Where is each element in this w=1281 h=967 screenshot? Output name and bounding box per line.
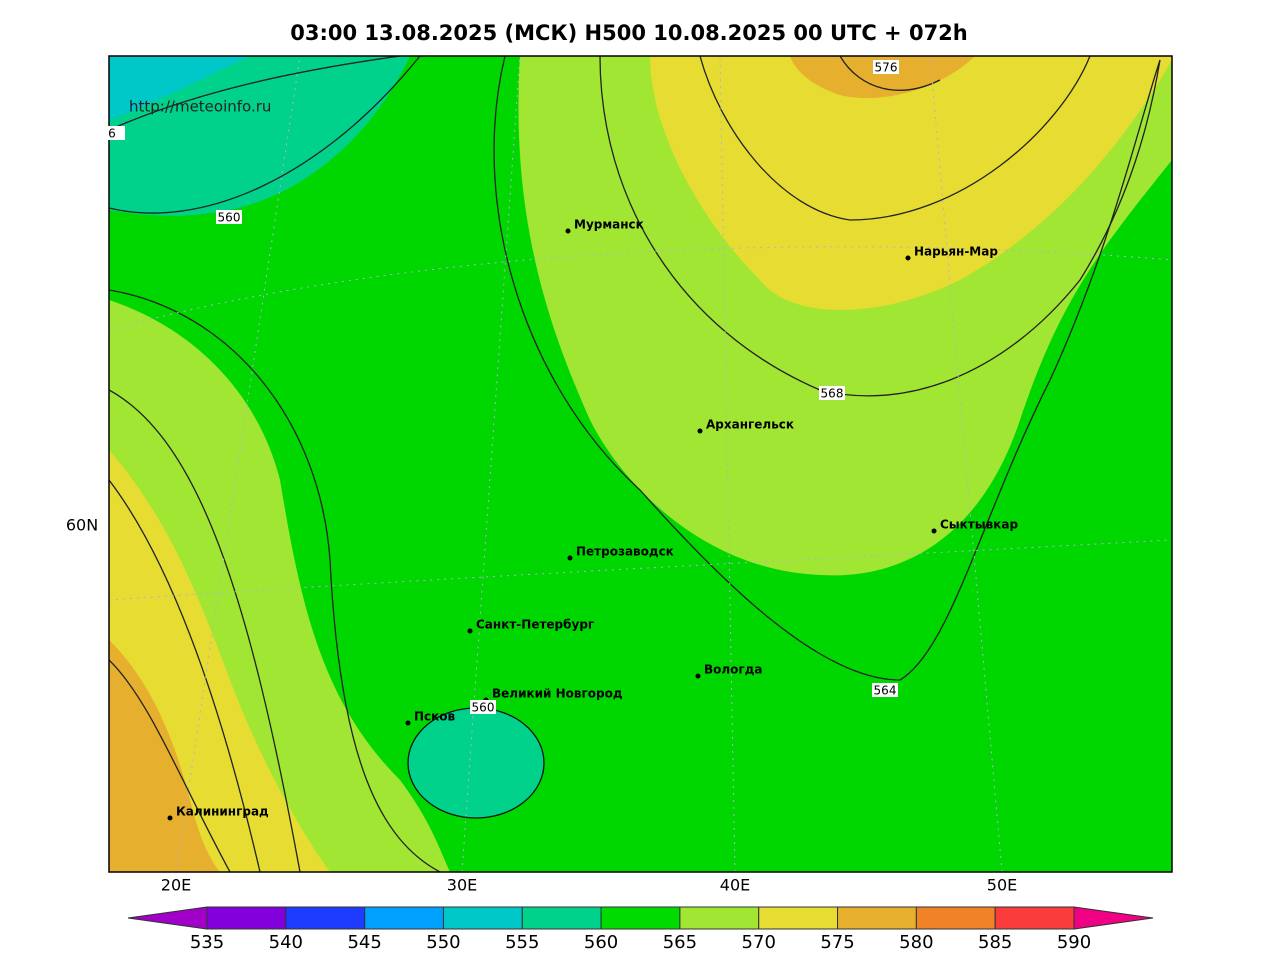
city-dot [695,673,701,679]
colorbar-label: 565 [663,932,697,953]
city-name: Санкт-Петербург [476,618,594,632]
labels: 60N 20E 30E 40E 50E Мурманск Нарьян-Мар Арханге… [66,60,1018,895]
contour-label: 560 [218,211,241,225]
city-dot [565,228,571,234]
city-dot [467,628,473,634]
city-name: Петрозаводск [576,545,674,559]
colorbar-segment [364,906,444,930]
colorbar-segment [679,906,760,930]
colorbar: 535 540 545 550 555 560 565 570 575 580 585 590 [127,906,1154,953]
city-dot [167,815,173,821]
colorbar-segment [521,906,602,930]
colorbar-segment [994,906,1075,930]
lon-label: 50E [987,876,1017,895]
colorbar-label: 590 [1057,932,1091,953]
lon-label: 30E [447,876,477,895]
map-frame [108,55,1173,873]
city-name: Мурманск [574,218,644,232]
city-name: Нарьян-Мар [914,245,998,259]
colorbar-label: 575 [820,932,854,953]
city-name: Псков [414,710,456,724]
city-dot [697,428,703,434]
title: 03:00 13.08.2025 (МСК) H500 10.08.2025 0… [290,21,968,45]
colorbar-segment [915,906,996,930]
city-name: Сыктывкар [940,518,1018,532]
contour-label-bg [216,210,242,224]
colorbar-tip [1073,906,1154,930]
contour-label-bg [873,60,899,74]
city-dot [567,555,573,561]
city-name: Калининград [176,805,269,819]
colorbar-segment [285,906,366,930]
colorbar-label: 580 [899,932,933,953]
lon-label: 40E [720,876,750,895]
city-name: Вологда [704,663,762,677]
contour-label: 560 [472,701,495,715]
contour-label: 6 [108,127,116,141]
colorbar-segment [837,906,917,930]
colorbar-label: 550 [426,932,460,953]
city-dot [405,720,411,726]
contour-label: 576 [875,61,898,75]
lat-label: 60N [66,516,98,535]
colorbar-segment [206,906,287,930]
contour-label-bg [470,700,496,714]
city-dot [931,528,937,534]
lon-label: 20E [161,876,191,895]
contour-label: 568 [821,387,844,401]
contour-label: 564 [874,684,897,698]
city-dot [905,255,911,261]
colorbar-tip [127,906,208,930]
city-name: Великий Новгород [492,687,623,701]
colorbar-segment [758,906,839,930]
colorbar-label: 535 [190,932,224,953]
colorbar-label: 560 [584,932,618,953]
contour-label-bg [872,683,898,697]
source-url: http://meteoinfo.ru [129,98,271,116]
map-field [109,56,1172,872]
contour-label-bg [819,386,845,400]
colorbar-label: 540 [269,932,303,953]
colorbar-label: 555 [505,932,539,953]
colorbar-label: 570 [742,932,776,953]
colorbar-segment [600,906,681,930]
contour-label-bg [99,126,125,140]
colorbar-label: 585 [978,932,1012,953]
city-name: Архангельск [706,418,794,432]
colorbar-segment [442,906,523,930]
colorbar-label: 545 [347,932,381,953]
